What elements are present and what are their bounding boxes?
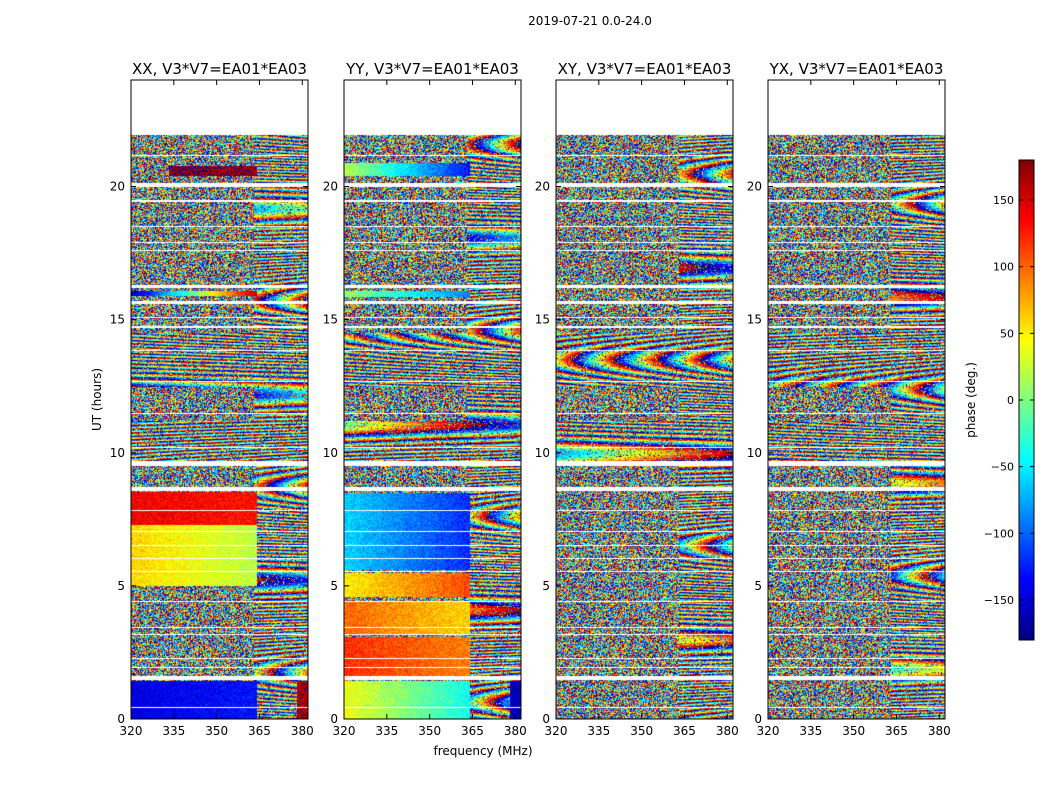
x-tick-label: 350 [418,724,441,738]
panel-title: YX, V3*V7=EA01*EA03 [769,60,944,78]
panel-frame [130,79,309,720]
x-tick-label: 380 [291,724,314,738]
panel-xy: XY, V3*V7=EA01*EA03 320 335 350 365 380 0 5 10 15… [535,60,739,738]
panel-title: XX, V3*V7=EA01*EA03 [132,60,307,78]
x-tick-label: 335 [587,724,610,738]
y-tick-label: 15 [747,313,762,327]
y-tick-label: 15 [535,313,550,327]
y-tick-label: 20 [110,180,125,194]
panel-frame [767,79,946,720]
colorbar-tick-label: 100 [993,261,1014,274]
panel-xx: XX, V3*V7=EA01*EA03 320 335 350 365 380 0 5 10 15… [110,60,314,738]
x-tick-label: 320 [120,724,143,738]
y-tick-label: 5 [542,579,550,593]
y-tick-label: 10 [323,446,338,460]
figure-title: 2019-07-21 0.0-24.0 [528,14,652,28]
y-tick-label: 10 [535,446,550,460]
colorbar-tick-label: −50 [991,461,1014,474]
y-tick-label: 10 [747,446,762,460]
x-tick-label: 380 [716,724,739,738]
panel-frame [343,79,522,720]
panel-title: XY, V3*V7=EA01*EA03 [558,60,732,78]
panel-yy: YY, V3*V7=EA01*EA03 320 335 350 365 380 0 5 10 15… [323,60,527,738]
x-tick-label: 335 [799,724,822,738]
x-tick-label: 320 [757,724,780,738]
x-tick-label: 320 [545,724,568,738]
x-tick-label: 365 [461,724,484,738]
x-tick-label: 350 [842,724,865,738]
x-tick-label: 380 [928,724,951,738]
x-tick-label: 365 [248,724,271,738]
y-tick-label: 5 [330,579,338,593]
phase-raster [556,80,733,719]
x-tick-label: 335 [162,724,185,738]
colorbar-tick-label: 150 [993,194,1014,207]
colorbar-tick-label: −150 [984,594,1014,607]
y-tick-label: 0 [542,712,550,726]
x-tick-label: 350 [630,724,653,738]
phase-raster [344,80,521,719]
colorbar-label: phase (deg.) [964,362,978,438]
x-tick-label: 335 [375,724,398,738]
y-tick-label: 0 [754,712,762,726]
y-tick-label: 10 [110,446,125,460]
phase-raster [768,80,945,719]
panel-yx: YX, V3*V7=EA01*EA03 320 335 350 365 380 0 5 10 15… [747,60,951,738]
y-tick-label: 0 [117,712,125,726]
x-tick-label: 380 [504,724,527,738]
panel-title: YY, V3*V7=EA01*EA03 [345,60,519,78]
y-tick-label: 15 [110,313,125,327]
y-tick-label: 20 [747,180,762,194]
x-axis-label: frequency (MHz) [433,744,532,758]
y-tick-label: 0 [330,712,338,726]
colorbar-tick-label: −100 [984,527,1014,540]
colorbar-tick-label: 0 [1007,394,1014,407]
panel-frame [555,79,734,720]
y-tick-label: 20 [323,180,338,194]
y-tick-label: 20 [535,180,550,194]
phase-raster [131,80,308,719]
x-tick-label: 320 [333,724,356,738]
y-tick-label: 15 [323,313,338,327]
x-tick-label: 350 [205,724,228,738]
y-tick-label: 5 [754,579,762,593]
y-axis-label: UT (hours) [90,368,104,431]
x-tick-label: 365 [673,724,696,738]
x-tick-label: 365 [885,724,908,738]
colorbar-tick-label: 50 [1000,327,1014,340]
y-tick-label: 5 [117,579,125,593]
